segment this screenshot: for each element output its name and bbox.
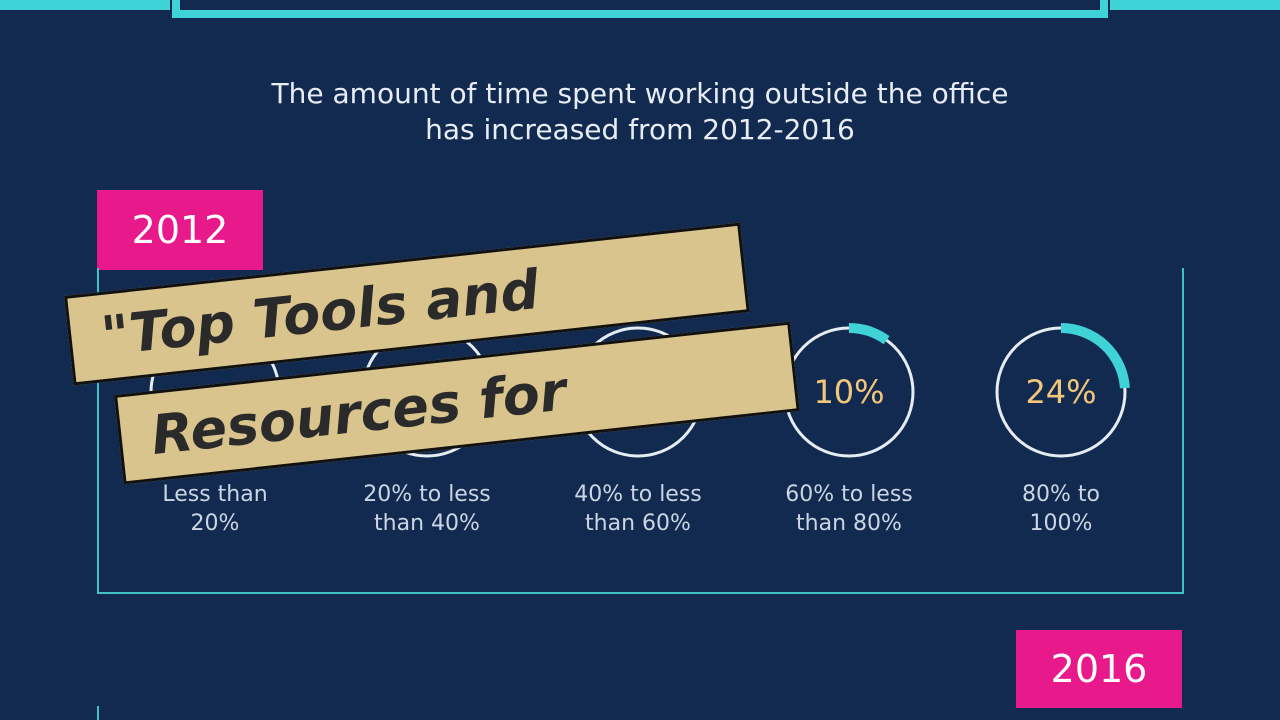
gauge-label: 40% to less than 60%: [538, 480, 738, 538]
headline-line-1: The amount of time spent working outside…: [271, 77, 1009, 110]
gauge-value: 10%: [813, 373, 885, 411]
top-tab-decoration: [0, 0, 1280, 22]
gauge-label-line-2: than 80%: [796, 511, 902, 536]
gauge-label-line-1: 40% to less: [574, 482, 702, 507]
year-badge-2016: 2016: [1016, 630, 1182, 708]
gauge-label-line-2: than 40%: [374, 511, 480, 536]
top-accent-band-inner: [180, 0, 1100, 10]
top-left-accent: [0, 0, 170, 10]
gauge-ring: [992, 323, 1130, 461]
gauge-label-line-1: 60% to less: [785, 482, 913, 507]
panel-2016-edge: [97, 706, 99, 720]
year-badge-2012: 2012: [97, 190, 263, 270]
gauge-label-line-2: than 60%: [585, 511, 691, 536]
gauge-label-line-1: 20% to less: [363, 482, 491, 507]
gauge-value: 24%: [1025, 373, 1097, 411]
gauge-5: 24%: [991, 322, 1131, 462]
gauge-label: 60% to less than 80%: [749, 480, 949, 538]
top-right-accent: [1110, 0, 1280, 10]
gauge-label-line-2: 100%: [1029, 511, 1093, 536]
gauge-label: Less than 20%: [115, 480, 315, 538]
gauge-label-line-1: 80% to: [1022, 482, 1100, 507]
gauge-label: 80% to 100%: [961, 480, 1161, 538]
gauge-label-line-2: 20%: [190, 511, 240, 536]
gauge-label-line-1: Less than: [162, 482, 268, 507]
headline: The amount of time spent working outside…: [0, 76, 1280, 148]
panel-2012: [97, 268, 1184, 594]
gauge-4: 10%: [779, 322, 919, 462]
gauge-label: 20% to less than 40%: [327, 480, 527, 538]
headline-line-2: has increased from 2012-2016: [425, 113, 855, 146]
